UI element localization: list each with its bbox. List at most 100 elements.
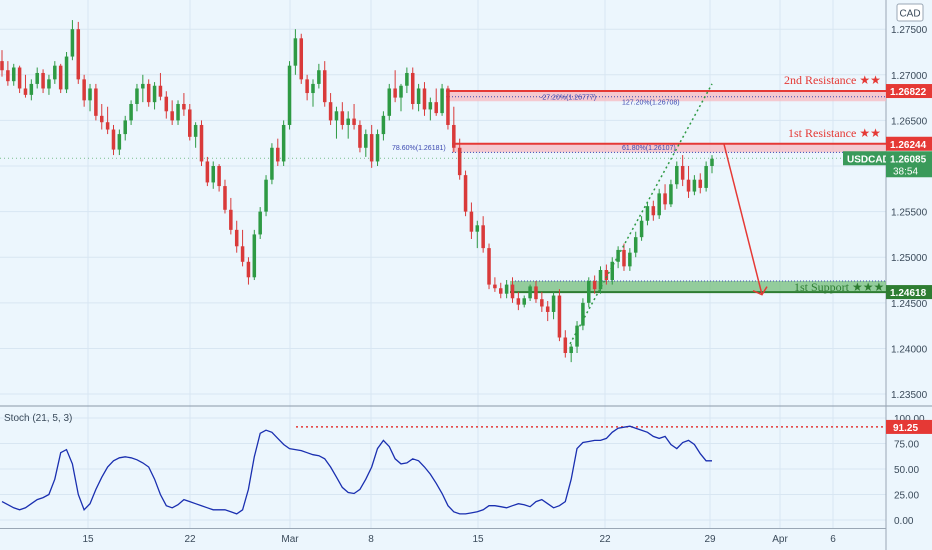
candle-body <box>463 175 468 212</box>
candle-body <box>252 234 257 278</box>
candle-body <box>358 124 362 148</box>
resistance-2-zone <box>446 91 886 102</box>
candle-body <box>651 206 656 216</box>
candle-body <box>141 83 145 89</box>
fib-label: 78.60%(1.26181) <box>392 145 446 152</box>
candle-body <box>663 193 667 205</box>
candle-body <box>135 88 139 104</box>
currency-badge[interactable]: CAD <box>896 3 924 22</box>
candle-body <box>152 85 157 103</box>
candle-body <box>422 88 427 110</box>
candle-body <box>639 220 644 238</box>
candle-body <box>493 284 497 289</box>
candle-body <box>481 225 485 249</box>
candle-body <box>240 246 245 262</box>
candle-body <box>299 38 304 80</box>
level-price-tag-text: 1.26822 <box>890 87 927 98</box>
candle-body <box>675 166 679 185</box>
candle-body <box>82 79 86 101</box>
candle-body <box>469 211 474 232</box>
candle-body <box>281 124 286 162</box>
candle-body <box>334 111 339 121</box>
candle-body <box>146 83 151 103</box>
candle-body <box>158 85 163 97</box>
candle-body <box>399 85 403 98</box>
level-label: 1st Resistance ★★ <box>788 126 881 140</box>
candle-body <box>710 158 714 167</box>
currency-label: CAD <box>899 9 920 20</box>
candle-body <box>229 209 233 230</box>
candle-body <box>352 118 356 125</box>
candle-body <box>287 65 292 125</box>
price-tick: 1.24000 <box>891 344 928 355</box>
candle-body <box>499 288 503 294</box>
support-1-zone <box>510 280 886 293</box>
candle-body <box>70 29 75 57</box>
level-label: 1st Support ★★★ <box>794 280 884 294</box>
price-tick: 1.26500 <box>891 116 928 127</box>
candle-body <box>669 184 673 205</box>
candle-body <box>545 306 550 312</box>
candle-body <box>504 284 509 294</box>
time-tick: 29 <box>704 534 716 545</box>
candle-body <box>88 88 92 101</box>
candle-body <box>264 179 268 212</box>
candle-body <box>540 299 544 307</box>
candle-body <box>381 115 386 135</box>
candle-body <box>205 161 210 183</box>
candle-body <box>246 261 251 278</box>
candle-body <box>628 252 632 267</box>
countdown-text: 38:54 <box>893 166 918 177</box>
candle-body <box>569 346 573 354</box>
candle-body <box>170 111 174 121</box>
candle-body <box>41 72 45 89</box>
candle-body <box>193 124 198 137</box>
candle-body <box>199 124 204 162</box>
candle-body <box>346 118 350 125</box>
candle-body <box>0 61 4 71</box>
price-tick: 1.25500 <box>891 208 928 219</box>
price-tick: 1.23500 <box>891 390 928 401</box>
candle-body <box>223 186 227 210</box>
candle-body <box>475 225 480 232</box>
candle-body <box>270 147 274 180</box>
candle-body <box>123 120 127 135</box>
symbol-tag <box>843 151 886 166</box>
candle-body <box>64 56 69 90</box>
candle-body <box>645 206 650 221</box>
level-price-tag <box>886 84 932 99</box>
level-price-tag <box>886 285 932 300</box>
level-zones <box>446 90 886 294</box>
candle-body <box>47 79 51 89</box>
price-tick: 1.27500 <box>891 25 928 36</box>
candle-body <box>11 67 16 82</box>
candle-body <box>23 88 28 95</box>
price-tick: 1.24500 <box>891 299 928 310</box>
candle-body <box>692 179 697 192</box>
level-price-tag-text: 1.24618 <box>890 288 927 299</box>
candle-body <box>105 122 110 130</box>
candle-body <box>440 88 444 114</box>
candle-body <box>581 302 585 326</box>
candle-body <box>53 65 57 80</box>
candle-body <box>111 129 116 150</box>
time-tick: 15 <box>472 534 484 545</box>
price-tick: 1.25000 <box>891 253 928 264</box>
candle-body <box>516 298 521 305</box>
candle-body <box>622 249 626 267</box>
candle-body <box>534 286 538 300</box>
candle-body <box>457 147 462 176</box>
candle-body <box>528 286 532 299</box>
level-label: 2nd Resistance ★★ <box>784 73 881 87</box>
candle-body <box>604 270 609 281</box>
candle-body <box>188 109 192 137</box>
candle-body <box>164 96 169 112</box>
price-axis: 11.275001.270001.265001.260001.255001.25… <box>843 8 932 401</box>
candle-body <box>58 65 63 90</box>
time-tick: 15 <box>82 534 94 545</box>
candle-body <box>428 102 433 110</box>
stoch-tick: 100.00 <box>894 414 925 425</box>
time-tick: 8 <box>368 534 374 545</box>
candle-body <box>598 270 603 290</box>
